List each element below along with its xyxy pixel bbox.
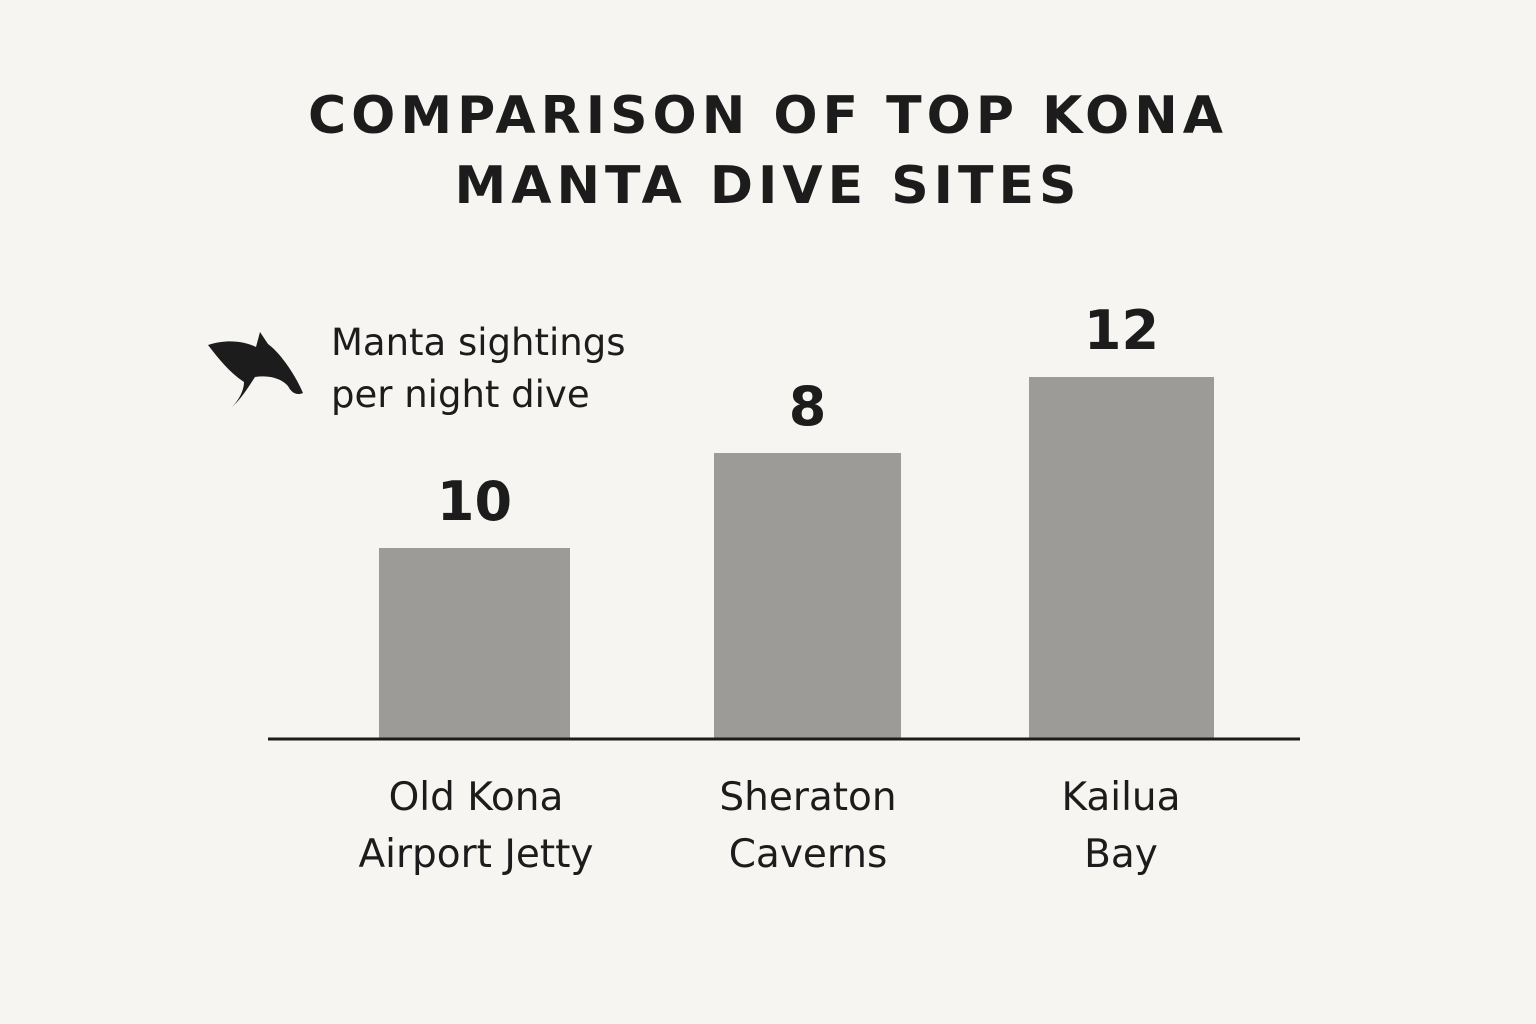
category-label-3-line-2: Bay xyxy=(1084,832,1158,877)
bar-2 xyxy=(714,453,901,738)
category-label-3-line-1: Kailua xyxy=(1061,775,1180,820)
category-label-1-line-1: Old Kona xyxy=(389,775,564,820)
chart-title-line-2: MANTA DIVE SITES xyxy=(455,156,1082,216)
chart-title-line-1: COMPARISON OF TOP KONA xyxy=(308,86,1228,146)
value-labels: 10 8 12 xyxy=(437,299,1159,533)
category-label-1-line-2: Airport Jetty xyxy=(358,832,593,877)
bar-value-label-2: 8 xyxy=(789,375,827,438)
category-label-2-line-2: Caverns xyxy=(729,832,888,877)
bar-3 xyxy=(1029,377,1214,738)
bar-value-label-1: 10 xyxy=(437,470,512,533)
category-labels: Old Kona Airport Jetty Sheraton Caverns Kail… xyxy=(358,775,1180,877)
legend: Manta sightings per night dive xyxy=(208,321,625,416)
category-label-2-line-1: Sheraton xyxy=(719,775,896,820)
bars xyxy=(379,377,1214,738)
manta-ray-icon xyxy=(208,332,303,407)
bar-1 xyxy=(379,548,570,738)
bar-value-label-3: 12 xyxy=(1084,299,1159,362)
legend-label-line-1: Manta sightings xyxy=(331,321,625,364)
legend-label-line-2: per night dive xyxy=(331,373,590,416)
